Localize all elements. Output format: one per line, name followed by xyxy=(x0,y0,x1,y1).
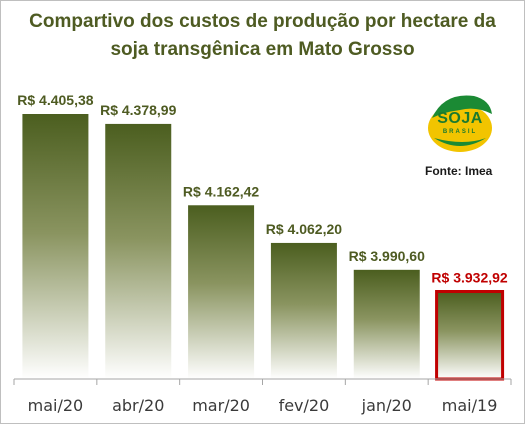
chart-title-line-2: soja transgênica em Mato Grosso xyxy=(110,39,415,60)
value-label: R$ 3.932,92 xyxy=(431,269,507,285)
labels-layer: R$ 4.405,38 mai/20 R$ 4.378,99 abr/20 R$ 4.1… xyxy=(17,92,508,415)
value-label: R$ 3.990,60 xyxy=(349,248,425,264)
x-tick-label: mai/19 xyxy=(442,396,498,415)
value-label: R$ 4.378,99 xyxy=(100,102,176,118)
source-note: Fonte: Imea xyxy=(425,164,493,178)
x-tick-label: mai/20 xyxy=(28,396,84,415)
bar-mar-20 xyxy=(188,205,255,379)
x-tick-label: fev/20 xyxy=(279,396,330,415)
bar-mai-20 xyxy=(22,114,89,379)
x-tick-label: mar/20 xyxy=(192,396,250,415)
value-label: R$ 4.405,38 xyxy=(17,92,93,108)
chart-title: Compartivo dos custos de produção por he… xyxy=(0,8,525,64)
bar-fev-20 xyxy=(270,242,337,379)
bar-abr-20 xyxy=(105,123,172,379)
logo-badge-icon xyxy=(428,95,492,152)
soja-brasil-logo: SOJA BRASIL xyxy=(424,88,496,160)
x-axis xyxy=(13,378,512,385)
x-tick-label: jan/20 xyxy=(361,396,412,415)
x-tick-label: abr/20 xyxy=(112,396,164,415)
chart-title-line-1: Compartivo dos custos de produção por he… xyxy=(29,11,496,32)
logo-subtext: BRASIL xyxy=(442,129,478,135)
logo-text: SOJA xyxy=(437,110,483,127)
value-label: R$ 4.162,42 xyxy=(183,183,259,199)
value-label: R$ 4.062,20 xyxy=(266,221,342,237)
bars-layer xyxy=(22,114,505,381)
bar-jan-20 xyxy=(353,269,420,379)
bar-mai-19 xyxy=(435,289,505,381)
